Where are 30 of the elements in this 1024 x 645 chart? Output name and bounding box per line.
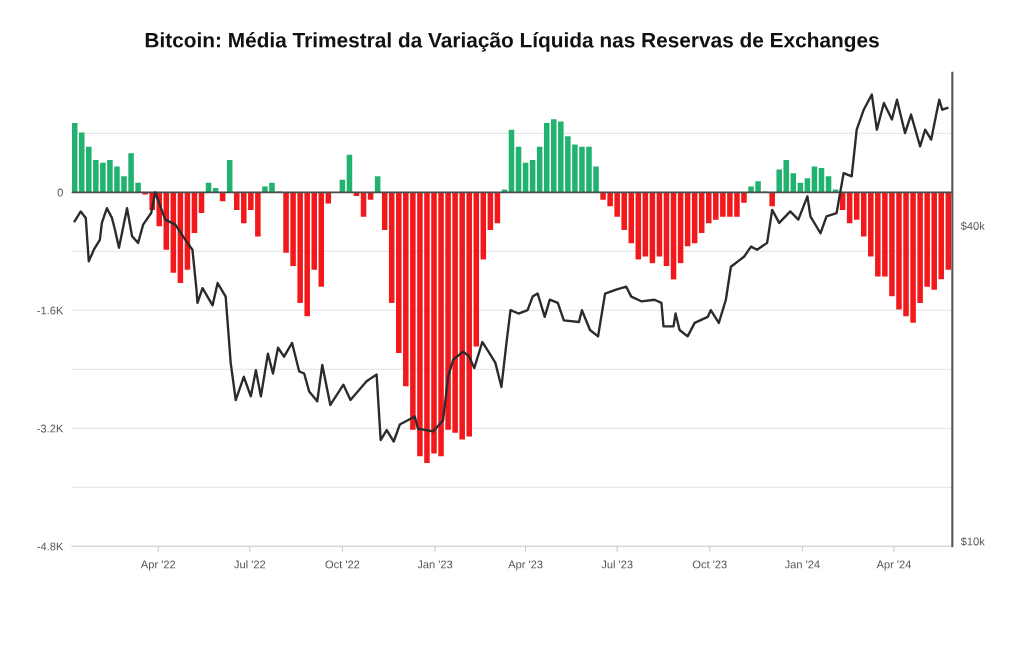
y2-tick-label: $10k <box>960 537 985 547</box>
bar <box>656 192 663 257</box>
x-tick-label: Apr '23 <box>508 560 543 571</box>
line-series <box>73 93 949 443</box>
y-tick-label: 0 <box>57 188 63 197</box>
x-tick-label: Oct '23 <box>692 560 727 569</box>
x-tick-label: Apr '24 <box>876 560 912 571</box>
bar <box>642 192 649 257</box>
bar <box>501 189 508 193</box>
x-tick-label: Jan '24 <box>784 560 820 569</box>
bar <box>790 173 797 193</box>
y-tick-label: -4.8K <box>37 542 64 551</box>
y-tick-label: -1.6K <box>37 306 64 315</box>
bar <box>318 192 325 287</box>
bar <box>945 192 952 270</box>
x-tick-label: Oct '22 <box>325 560 360 569</box>
y2-tick-label: $40k <box>960 221 985 231</box>
y-tick-label: -3.2K <box>37 424 64 433</box>
x-tick-label: Apr '22 <box>140 560 176 571</box>
bar <box>804 178 811 193</box>
bar <box>388 192 395 303</box>
chart-title: Bitcoin: Média Trimestral da Variação Líquida nas Reservas de Exchanges <box>145 32 879 52</box>
bar <box>71 123 78 193</box>
bar <box>473 192 480 347</box>
bar <box>769 192 775 207</box>
x-tick-label: Jan '23 <box>417 560 453 569</box>
bar <box>832 189 839 193</box>
x-tick-label: Jul '22 <box>234 560 266 569</box>
x-tick-label: Jul '23 <box>601 560 633 569</box>
bar <box>543 123 550 193</box>
